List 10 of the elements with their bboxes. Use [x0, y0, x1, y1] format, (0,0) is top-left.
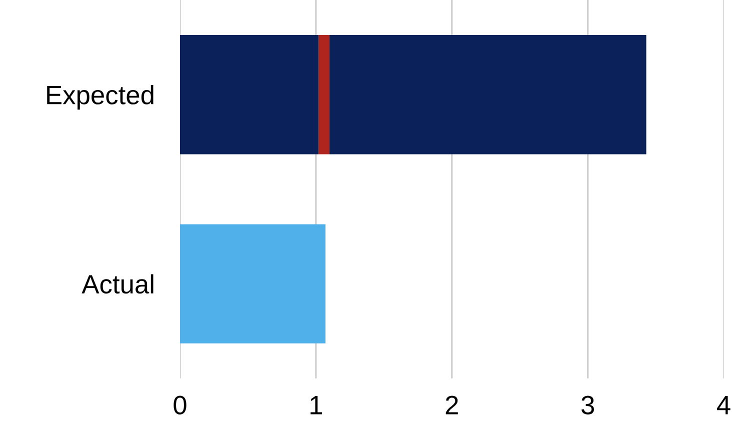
bar [318, 35, 330, 154]
y-tick-label: Expected [47, 85, 154, 110]
bar [180, 224, 326, 344]
bar [330, 35, 646, 154]
x-tick-label: 1 [310, 396, 322, 414]
x-tick-label: 2 [446, 396, 458, 414]
y-tick-label: Actual [82, 274, 154, 294]
x-tick-label: 4 [717, 396, 730, 414]
x-tick-label: 0 [174, 396, 186, 414]
x-tick-label: 3 [581, 396, 594, 414]
